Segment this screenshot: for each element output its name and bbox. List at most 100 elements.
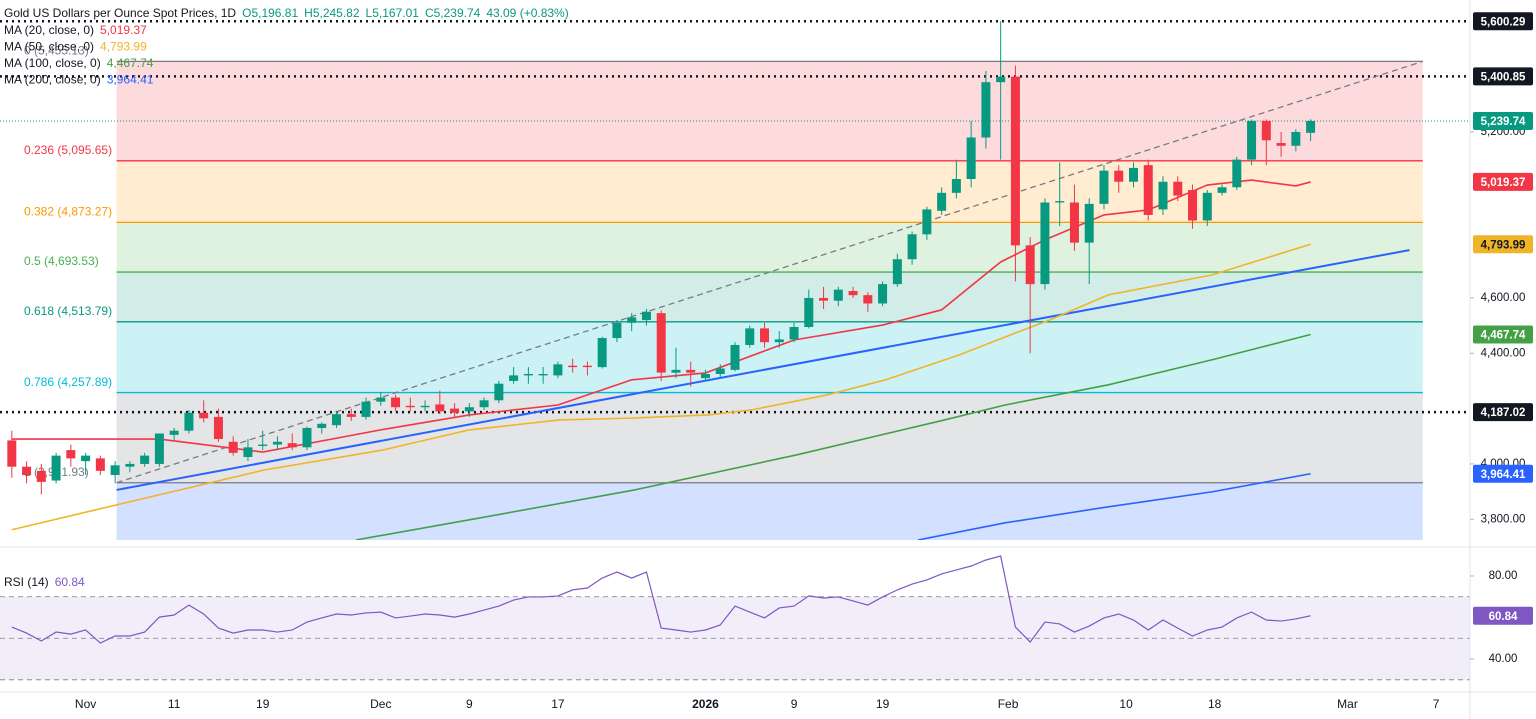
candle-body [346, 414, 356, 417]
candle-body [833, 289, 843, 301]
ma-name: MA (20, close, 0) [4, 23, 94, 37]
candle-body [996, 76, 1006, 83]
candle-body [213, 416, 223, 440]
candle-body [509, 375, 519, 381]
ohlc-value: L5,167.01 [366, 6, 420, 20]
candle-body [1276, 143, 1286, 146]
candle-body [317, 423, 327, 428]
y-tick-label: 4,600.00 [1481, 292, 1526, 304]
candle-body [1040, 202, 1050, 285]
fib-label: 0.5 (4,693.53) [24, 254, 99, 268]
trendline [116, 249, 1410, 491]
candle-body [258, 444, 268, 446]
x-tick-label: 17 [551, 697, 565, 711]
candle-body [391, 397, 401, 408]
price-pane: 0 (5,455.13) 0.236 (5,095.65) 0.382 (4,873… [0, 19, 1470, 540]
candle-body [715, 368, 725, 375]
ohlc-value: C5,239.74 [425, 6, 481, 20]
ma-value: 4,793.99 [100, 40, 147, 54]
candle-body [922, 209, 932, 235]
fib-zone [116, 482, 1423, 540]
last-price-label-box [1473, 111, 1533, 130]
fib-label: 0 (5,455.13) [24, 44, 89, 58]
x-tick-label: Feb [998, 697, 1019, 711]
title: Gold US Dollars per Ounce Spot Prices, 1… [4, 6, 236, 20]
candle-body [1099, 170, 1109, 204]
candle-body [686, 369, 696, 373]
candle-body [789, 326, 799, 340]
candle-body [892, 259, 902, 285]
level-label: 5,600.29 [1481, 16, 1526, 28]
candle-body [641, 311, 651, 321]
rsi-pane [0, 555, 1470, 681]
ma-legend: MA (20, close, 0) 5,019.37 [4, 23, 147, 37]
rsi-line [11, 555, 1311, 644]
rsi-y-tick-label: 40.00 [1489, 653, 1518, 665]
candle-body [671, 369, 681, 373]
x-tick-label: 9 [466, 697, 473, 711]
rsi-price-label: 60.84 [1489, 611, 1518, 623]
candle-body [1188, 190, 1198, 221]
candle-body [272, 441, 282, 445]
candle-body [730, 344, 740, 370]
ma-name: MA (50, close, 0) [4, 40, 94, 54]
rsi-legend: RSI (14) 60.84 [4, 575, 85, 589]
fib-zone [116, 272, 1423, 322]
x-tick-label: 19 [876, 697, 890, 711]
candle-body [1010, 76, 1020, 246]
moving-average [11, 243, 1311, 531]
candle-body [7, 440, 17, 467]
candle-body [1306, 120, 1316, 133]
candle-body [819, 297, 829, 301]
candle-body [1173, 181, 1183, 196]
ohlc-value: H5,245.82 [304, 6, 360, 20]
x-tick-label: Nov [75, 697, 96, 711]
fib-label: 0.236 (5,095.65) [24, 143, 112, 157]
fib-zone [116, 61, 1423, 161]
ohlc-value: 43.09 (+0.83%) [486, 6, 568, 20]
candle-body [568, 365, 578, 368]
candle-body [435, 404, 445, 412]
candle-body [479, 400, 489, 408]
candle-body [966, 137, 976, 179]
level-label-box [1473, 12, 1533, 31]
candle-body [1247, 120, 1257, 160]
ma-legend: MA (200, close, 0) 3,964.41 [4, 73, 154, 87]
ma-price-label-box [1473, 235, 1533, 254]
x-tick-label: 19 [256, 697, 270, 711]
candle-body [184, 412, 194, 431]
candle-body [420, 405, 430, 408]
ma-price-label-box [1473, 325, 1533, 344]
rsi-y-tick-label: 80.00 [1489, 570, 1518, 582]
candle-body [125, 463, 135, 467]
moving-average [11, 179, 1311, 453]
candle-body [1202, 192, 1212, 221]
fib-zone [116, 160, 1423, 223]
candle-body [627, 317, 637, 323]
rsi-value: 60.84 [55, 575, 85, 589]
candle-body [774, 339, 784, 343]
candle-body [951, 178, 961, 193]
candle-body [863, 295, 873, 304]
candle-body [745, 328, 755, 345]
x-tick-label: Dec [370, 697, 391, 711]
level-label-box [1473, 67, 1533, 86]
candle-body [22, 466, 32, 475]
candle-body [1232, 159, 1242, 188]
ma-name: MA (200, close, 0) [4, 73, 101, 87]
candle-body [612, 322, 622, 339]
fib-label: 0.618 (4,513.79) [24, 304, 112, 318]
ma-price-label-box [1473, 172, 1533, 191]
candle-body [553, 364, 563, 376]
level-label-box [1473, 403, 1533, 422]
rsi-title: RSI (14) [4, 575, 49, 589]
candle-body [1143, 165, 1153, 215]
ma-price-label: 5,019.37 [1481, 177, 1526, 189]
candle-body [243, 447, 253, 458]
candle-body [154, 433, 164, 464]
candle-body [981, 82, 991, 138]
x-tick-label: 7 [1433, 697, 1440, 711]
candle-body [51, 455, 61, 481]
overlay: 3,800.004,000.004,400.004,600.005,200.00… [4, 6, 1533, 711]
